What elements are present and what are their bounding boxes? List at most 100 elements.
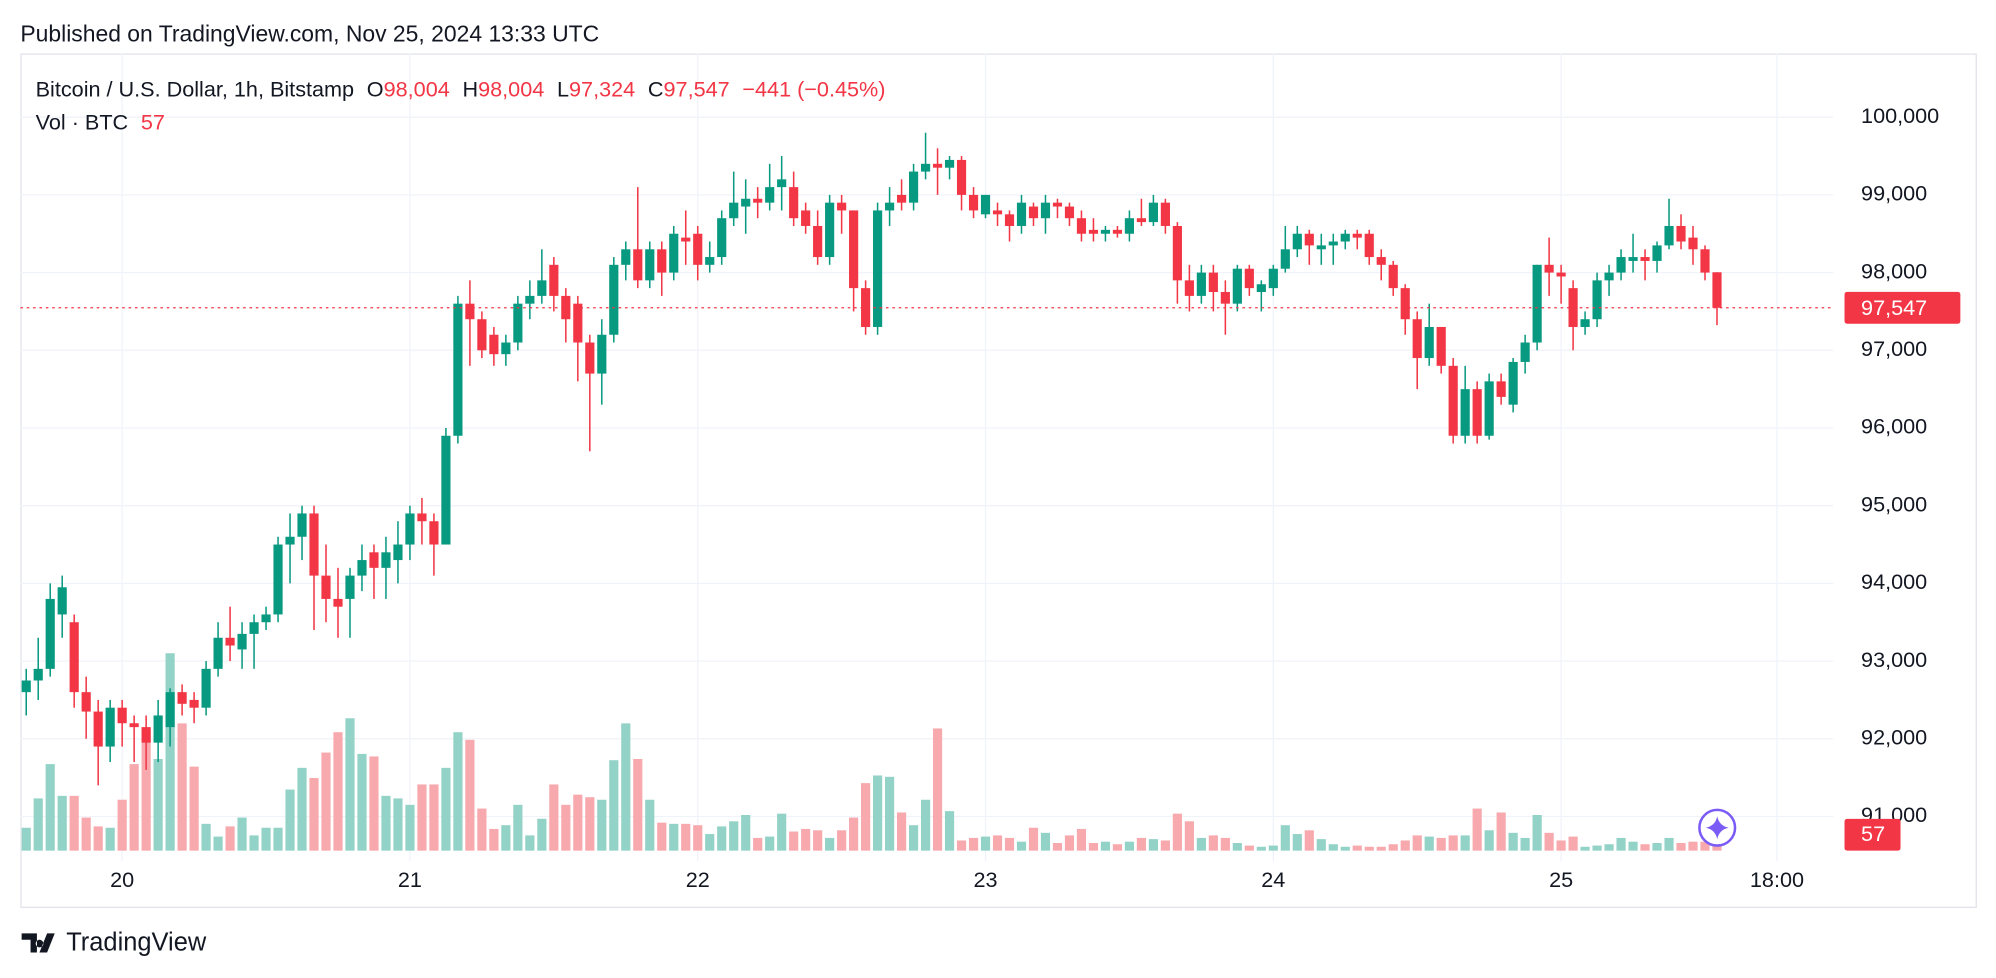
volume-bar xyxy=(1400,840,1410,851)
volume-bar xyxy=(405,804,415,851)
candle-body xyxy=(932,163,943,168)
volume-bar xyxy=(609,760,619,851)
y-tick-label: 100,000 xyxy=(1861,103,1939,128)
volume-bar xyxy=(1136,837,1146,851)
candle-body xyxy=(645,249,655,281)
volume-bar xyxy=(861,783,871,851)
volume-bar xyxy=(1064,835,1075,851)
volume-bar xyxy=(1292,834,1302,851)
volume-bar xyxy=(621,723,631,851)
candle-body xyxy=(1352,233,1362,238)
volume-bar xyxy=(1088,843,1099,851)
volume-bar xyxy=(1028,827,1039,851)
volume-bar xyxy=(789,831,799,851)
y-tick-label: 97,000 xyxy=(1861,336,1927,361)
candle-body xyxy=(1700,249,1710,273)
volume-bar xyxy=(813,830,823,851)
candle-body xyxy=(729,202,739,219)
candle-body xyxy=(1400,288,1410,320)
y-tick-label: 98,000 xyxy=(1861,258,1927,283)
candle-body xyxy=(537,280,547,296)
candle-body xyxy=(1340,233,1350,242)
volume-bar xyxy=(705,834,715,851)
candle-body xyxy=(81,692,91,712)
volume-bar xyxy=(657,822,667,851)
volume-bar xyxy=(956,840,967,851)
volume-bar xyxy=(1280,825,1290,851)
candle-body xyxy=(309,513,319,576)
candle-body xyxy=(1640,257,1650,261)
volume-bar xyxy=(1412,835,1422,851)
candle-body xyxy=(1220,292,1230,304)
brand: TradingView xyxy=(21,928,207,956)
volume-bar xyxy=(45,764,55,851)
candle-body xyxy=(1460,389,1470,436)
last-volume-label: 57 xyxy=(1861,821,1885,846)
volume-bar xyxy=(1304,830,1314,851)
candle-body xyxy=(165,692,175,728)
volume-bar xyxy=(585,797,595,851)
volume-bar xyxy=(1592,845,1602,851)
legend-symbol: Bitcoin / U.S. Dollar, 1h, Bitstamp xyxy=(36,76,354,101)
volume-bar xyxy=(237,817,247,851)
x-tick-label: 25 xyxy=(1549,867,1573,892)
volume-bar xyxy=(1316,839,1326,851)
volume-bar xyxy=(741,815,751,851)
volume-bar xyxy=(189,766,199,851)
legend: Bitcoin / U.S. Dollar, 1h, Bitstamp O98,0… xyxy=(36,76,886,101)
candle-body xyxy=(1580,319,1590,327)
candle-body xyxy=(897,194,907,203)
candle-body xyxy=(956,159,967,195)
volume-bar xyxy=(1484,830,1494,851)
volume-bar xyxy=(1436,837,1446,851)
volume-bar xyxy=(1616,837,1626,851)
candle-body xyxy=(189,699,199,708)
candle-body xyxy=(513,303,523,343)
candle-body xyxy=(1556,272,1566,277)
volume-bar xyxy=(441,767,451,851)
candle-body xyxy=(57,587,67,615)
volume-legend-value: 57 xyxy=(141,109,165,134)
candle-body xyxy=(381,552,391,568)
candle-body xyxy=(1196,272,1206,296)
assistant-icon[interactable] xyxy=(1698,808,1737,847)
candle-body xyxy=(249,622,259,634)
candle-body xyxy=(609,264,619,335)
x-tick-label: 18:00 xyxy=(1750,867,1804,892)
volume-bar xyxy=(1076,828,1087,851)
candle-body xyxy=(861,288,871,327)
candle-body xyxy=(1364,233,1374,258)
candle-layer xyxy=(21,132,1722,786)
volume-bar xyxy=(920,799,931,851)
volume-bar xyxy=(321,752,331,851)
candle-body xyxy=(21,680,31,693)
volume-bar xyxy=(1448,835,1458,851)
candle-body xyxy=(885,202,895,211)
candle-body xyxy=(1208,272,1218,293)
volume-bar xyxy=(537,818,547,851)
volume-bar xyxy=(489,828,499,851)
candle-body xyxy=(489,334,499,355)
candle-body xyxy=(441,435,451,545)
candle-body xyxy=(705,257,715,265)
x-tick-label: 20 xyxy=(110,867,134,892)
volume-bar xyxy=(345,718,355,851)
candle-body xyxy=(1652,245,1662,261)
volume-bar xyxy=(153,758,163,851)
candle-body xyxy=(585,342,595,374)
candle-body xyxy=(333,598,343,607)
candle-body xyxy=(1100,229,1111,234)
volume-bar xyxy=(1160,840,1170,851)
candle-body xyxy=(1544,264,1554,273)
volume-bar xyxy=(729,821,739,851)
volume-bar xyxy=(897,812,907,851)
volume-bar xyxy=(81,817,91,851)
candle-body xyxy=(129,723,139,728)
volume-bar xyxy=(1328,844,1338,851)
candle-body xyxy=(117,707,127,724)
candle-body xyxy=(1388,264,1398,289)
volume-bar xyxy=(501,825,511,851)
volume-bar xyxy=(669,823,679,851)
icon-star[interactable] xyxy=(1705,816,1729,840)
